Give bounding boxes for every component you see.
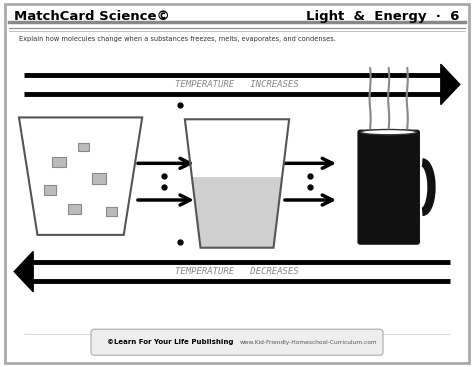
Text: www.Kid-Friendly-Homeschool-Curriculum.com: www.Kid-Friendly-Homeschool-Curriculum.c… [239, 339, 377, 345]
Bar [92, 173, 106, 184]
Bar [44, 185, 56, 195]
Text: Light  &  Energy  ·  6: Light & Energy · 6 [306, 10, 460, 23]
Ellipse shape [360, 130, 417, 135]
Text: TEMPERATURE   DECREASES: TEMPERATURE DECREASES [175, 267, 299, 276]
Text: TEMPERATURE   INCREASES: TEMPERATURE INCREASES [175, 80, 299, 89]
Bar [52, 157, 66, 167]
Text: MatchCard Science©: MatchCard Science© [14, 10, 170, 23]
Text: Explain how molecules change when a substances freezes, melts, evaporates, and c: Explain how molecules change when a subs… [19, 36, 336, 41]
FancyBboxPatch shape [5, 4, 469, 363]
Bar [68, 204, 81, 214]
Bar [78, 142, 89, 151]
FancyBboxPatch shape [91, 329, 383, 355]
FancyBboxPatch shape [358, 130, 419, 244]
Polygon shape [14, 251, 33, 292]
Bar [106, 207, 117, 216]
Polygon shape [441, 64, 460, 105]
Polygon shape [192, 177, 282, 248]
Text: ©Learn For Your Life Publishing: ©Learn For Your Life Publishing [108, 339, 234, 345]
